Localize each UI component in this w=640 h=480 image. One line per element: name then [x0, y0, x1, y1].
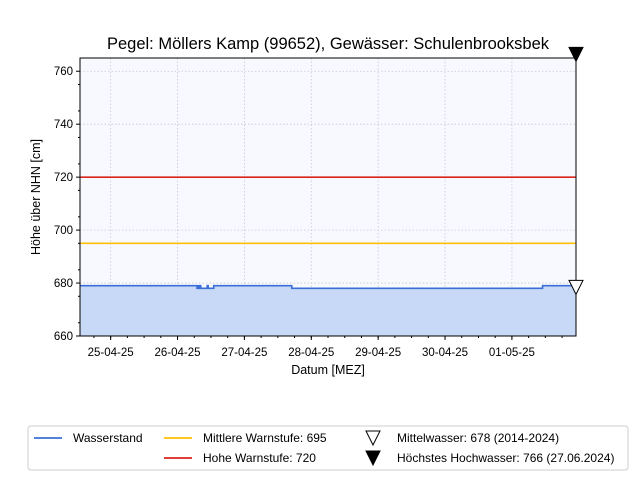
x-axis: 25-04-25 26-04-25 27-04-25 28-04-25 29-04-25…: [88, 336, 563, 359]
x-axis-label: Datum [MEZ]: [291, 363, 365, 377]
y-tick-label: 660: [54, 331, 73, 343]
water-level-fill-layer: [80, 285, 576, 336]
legend-item-hohe-warnstufe: Hohe Warnstufe: 720: [164, 451, 316, 465]
legend-item-mittlere-warnstufe: Mittlere Warnstufe: 695: [164, 431, 327, 445]
chart-title: Pegel: Möllers Kamp (99652), Gewässer: S…: [107, 35, 550, 53]
x-tick-label: 26-04-25: [155, 347, 201, 359]
y-tick-label: 680: [54, 278, 73, 290]
hoechstes-hochwasser-marker: [568, 46, 584, 63]
series-lines: [80, 176, 576, 290]
y-tick-label: 760: [54, 66, 73, 78]
y-tick-label: 700: [54, 225, 73, 237]
x-tick-label: 30-04-25: [422, 347, 468, 359]
legend-item-wasserstand: Wasserstand: [34, 431, 143, 445]
legend-marker-swatch: [365, 430, 381, 447]
mittelwasser-marker: [568, 279, 584, 296]
legend-frame: [27, 425, 629, 471]
y-axis-label: Höhe über NHN [cm]: [29, 139, 43, 255]
legend: Wasserstand Mittlere Warnstufe: 695 Hohe W…: [27, 425, 629, 471]
legend-label: Höchstes Hochwasser: 766 (27.06.2024): [397, 451, 614, 465]
x-tick-label: 01-05-25: [489, 347, 535, 359]
y-tick-label: 720: [54, 172, 73, 184]
y-tick-label: 740: [54, 119, 73, 131]
legend-label: Hohe Warnstufe: 720: [203, 451, 316, 465]
x-tick-label: 27-04-25: [221, 347, 267, 359]
x-tick-label: 29-04-25: [355, 347, 401, 359]
water-level-line: [80, 284, 576, 290]
y-axis: 660 680 700 720 740 760: [54, 66, 80, 343]
x-tick-label: 25-04-25: [88, 347, 134, 359]
legend-item-hoechstes-hochwasser: Höchstes Hochwasser: 766 (27.06.2024): [365, 450, 614, 467]
legend-label: Wasserstand: [73, 431, 143, 445]
reference-markers: [568, 46, 584, 296]
water-level-fill: [80, 285, 576, 336]
x-tick-label: 28-04-25: [288, 347, 334, 359]
legend-label: Mittelwasser: 678 (2014-2024): [397, 431, 559, 445]
legend-marker-swatch: [365, 450, 381, 467]
legend-item-mittelwasser: Mittelwasser: 678 (2014-2024): [365, 430, 559, 447]
legend-label: Mittlere Warnstufe: 695: [203, 431, 327, 445]
